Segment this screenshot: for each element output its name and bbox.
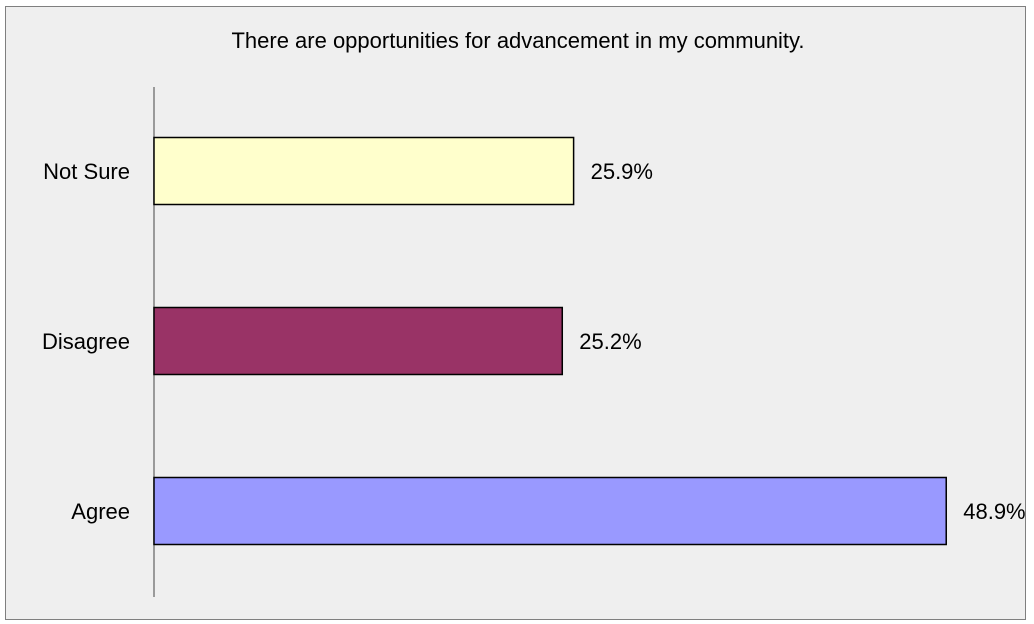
bars-layer: Not Sure 25.9% Disagree 25.2% Agree 48.9%	[42, 136, 1025, 546]
bar-disagree	[153, 306, 564, 376]
value-label-not-sure: 25.9%	[591, 159, 653, 184]
category-label-not-sure: Not Sure	[43, 159, 130, 184]
chart-frame: There are opportunities for advancement …	[5, 6, 1026, 620]
chart-title: There are opportunities for advancement …	[231, 28, 804, 53]
value-label-disagree: 25.2%	[579, 329, 641, 354]
category-label-agree: Agree	[71, 499, 130, 524]
bar-agree	[153, 476, 947, 546]
value-label-agree: 48.9%	[963, 499, 1025, 524]
bar-chart: There are opportunities for advancement …	[42, 28, 1025, 597]
bar-not-sure	[153, 136, 575, 206]
category-label-disagree: Disagree	[42, 329, 130, 354]
